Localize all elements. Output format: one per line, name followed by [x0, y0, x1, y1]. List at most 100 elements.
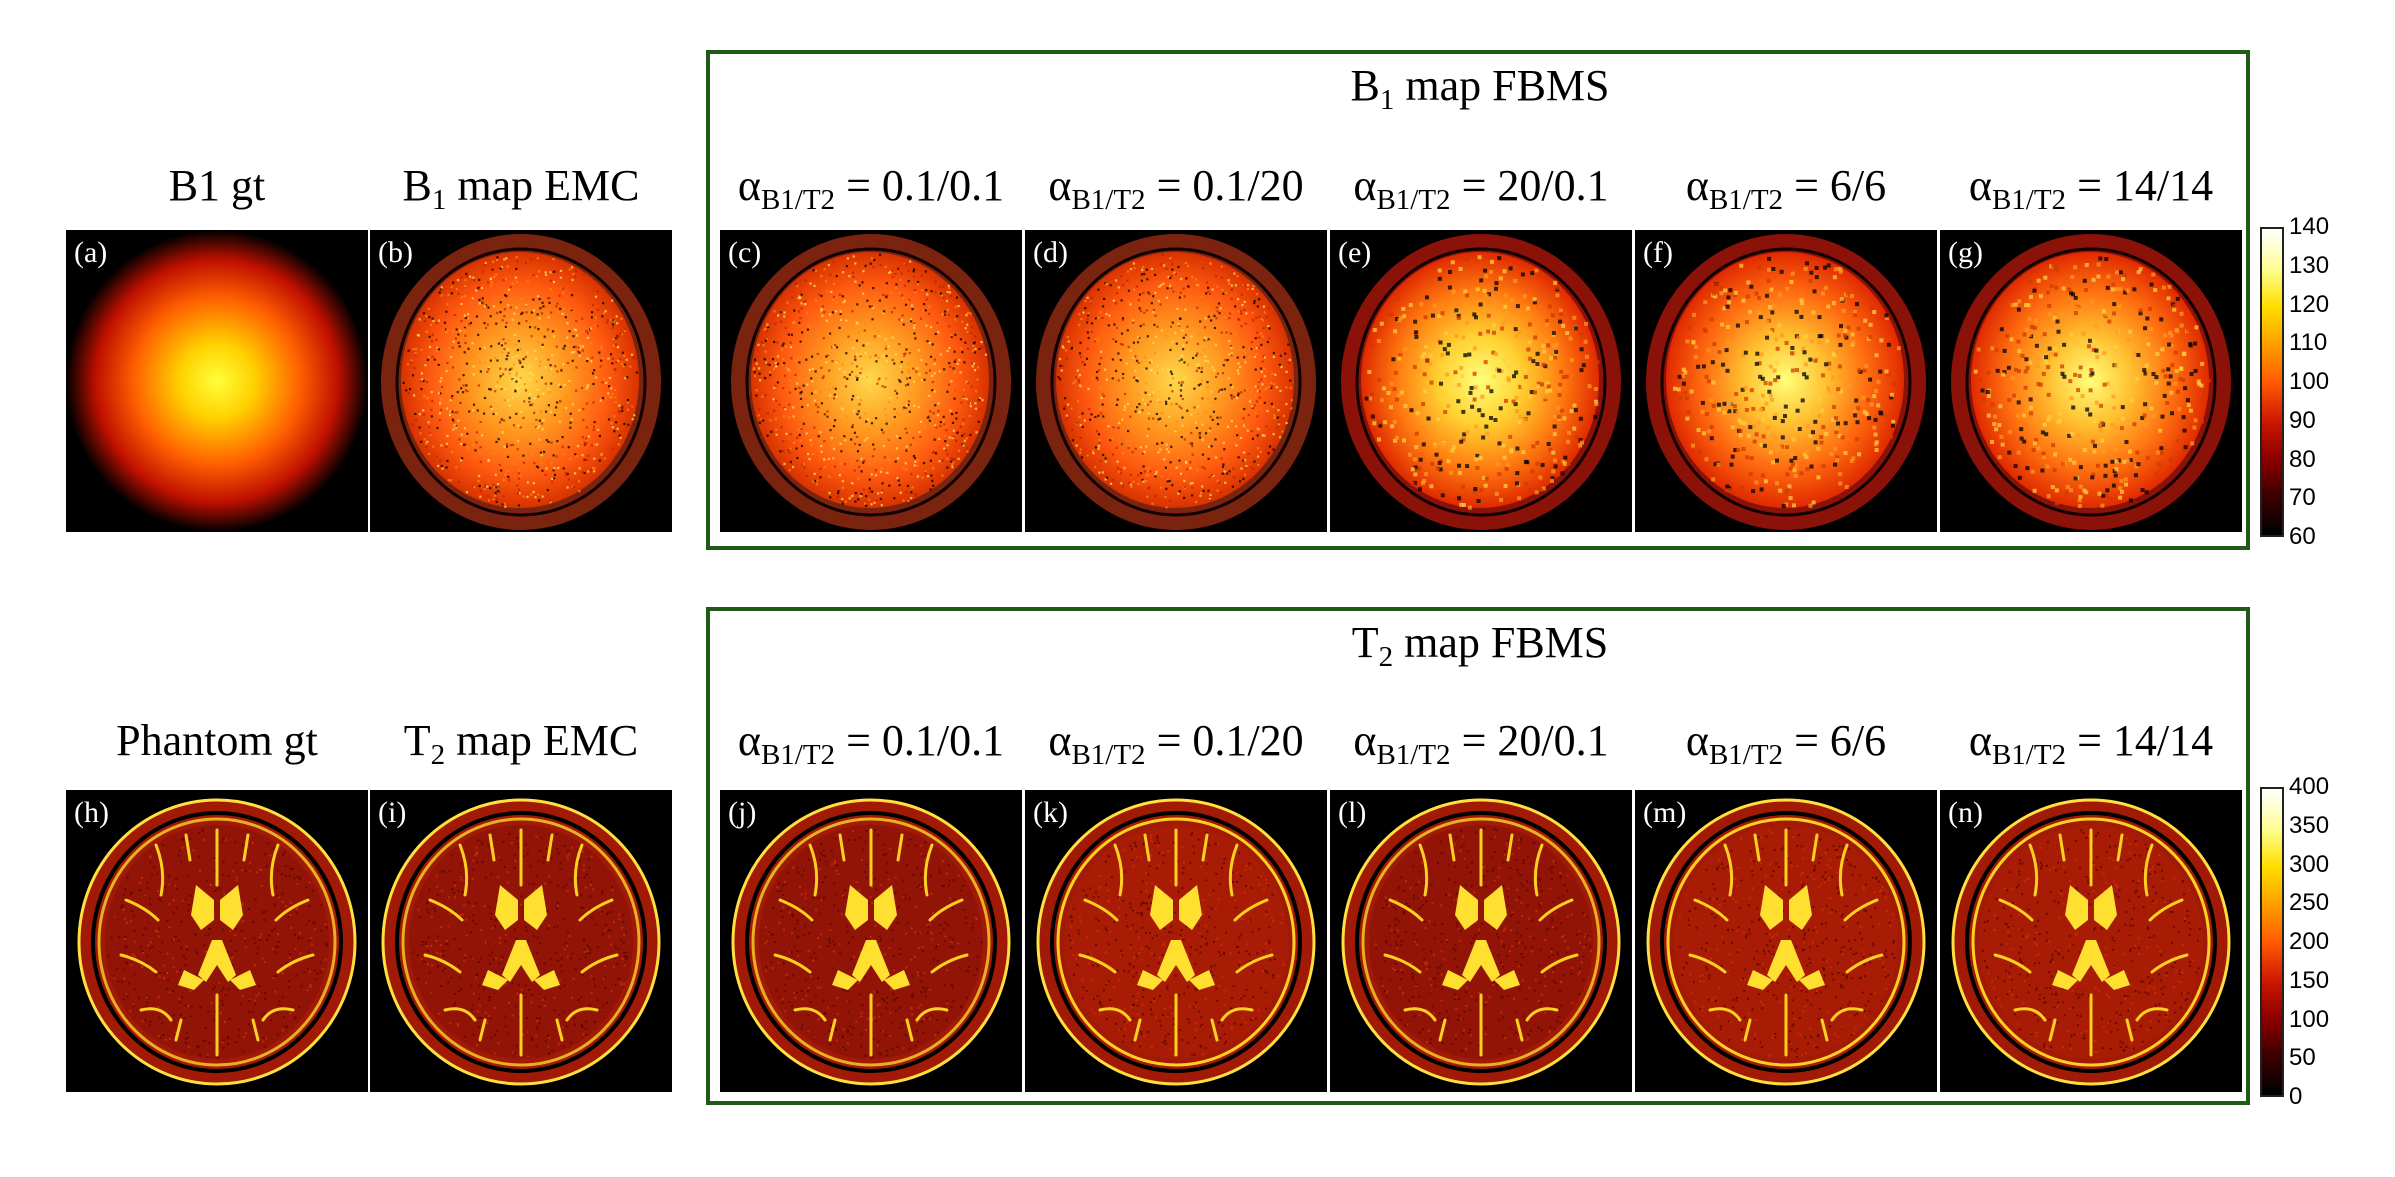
scalp-outline [77, 798, 357, 1086]
ventricles [832, 885, 910, 990]
skull-dark-ring [91, 811, 343, 1073]
csf-ring [1971, 817, 2211, 1067]
sulci [773, 828, 969, 1057]
skull-edge [1660, 247, 1912, 517]
panel-label: (c) [728, 236, 762, 269]
colorbar-tick-label: 60 [2289, 523, 2316, 550]
panel-label: (f) [1643, 236, 1673, 269]
colorbar-tick-label: 100 [2289, 368, 2330, 395]
t2-map-panel: (j) [720, 790, 1022, 1092]
colorbar-tick-label: 300 [2289, 850, 2330, 878]
skull-edge [395, 247, 647, 517]
scalp-outline [381, 798, 661, 1086]
brain-region [1056, 252, 1294, 508]
ventricles [1137, 885, 1215, 990]
csf-ring [751, 817, 991, 1067]
panel-label: (d) [1033, 236, 1068, 269]
colorbar-tick-label: 90 [2289, 406, 2316, 434]
sulci [119, 828, 315, 1057]
scalp-outline [1951, 798, 2231, 1086]
skull-edge [1050, 247, 1302, 517]
colorbar-tick-label: 350 [2289, 811, 2330, 839]
b1-map-panel: (f) [1635, 230, 1937, 532]
column-title: αB1/T2 = 20/0.1 [1353, 161, 1609, 216]
b1-ground-truth-field [66, 230, 368, 532]
b1-map-panel: (a) [66, 230, 368, 532]
panel-label: (l) [1338, 796, 1367, 829]
t2-map-panel: (i) [370, 790, 672, 1092]
column-title: αB1/T2 = 0.1/0.1 [737, 716, 1005, 771]
colorbar-tick-label: 150 [2289, 966, 2330, 994]
t2-map-panel: (n) [1940, 790, 2242, 1092]
column-title: αB1/T2 = 6/6 [1685, 161, 1887, 216]
column-title: αB1/T2 = 14/14 [1968, 161, 2214, 216]
sulci [1993, 828, 2189, 1057]
panel-label: (g) [1948, 236, 1983, 269]
b1-colorbar [2260, 227, 2284, 537]
column-title: αB1/T2 = 6/6 [1685, 716, 1887, 771]
csf-ring [1056, 817, 1296, 1067]
scalp-outline [1036, 798, 1316, 1086]
noise-speckle [1364, 255, 1600, 510]
t2-map-panel: (l) [1330, 790, 1632, 1092]
scalp-outline [731, 798, 1011, 1086]
t2-fbms-frame [706, 607, 2250, 1105]
colorbar-tick-label: 120 [2289, 290, 2330, 318]
brain-region [1971, 252, 2209, 508]
skull-dark-ring [1965, 811, 2217, 1073]
column-title: B1 map EMC [402, 161, 640, 216]
column-title: αB1/T2 = 14/14 [1968, 716, 2214, 771]
colorbar-tick-label: 100 [2289, 1005, 2330, 1033]
t2-colorbar [2260, 787, 2284, 1097]
csf-ring [97, 817, 337, 1067]
skull-dark-ring [1660, 811, 1912, 1073]
brain-region [1361, 252, 1599, 508]
column-title: αB1/T2 = 20/0.1 [1353, 716, 1609, 771]
sulci [1688, 828, 1884, 1057]
colorbar-tick-label: 70 [2289, 484, 2316, 512]
panel-label: (k) [1033, 796, 1068, 829]
b1-map-panel: (c) [720, 230, 1022, 532]
colorbar-tick-label: 200 [2289, 928, 2330, 955]
csf-ring [401, 817, 641, 1067]
tissue-texture [764, 829, 983, 1059]
sulci [423, 828, 619, 1057]
colorbar-tick-label: 80 [2289, 445, 2316, 473]
colorbar-tick-label: 400 [2289, 773, 2330, 800]
skull-dark-ring [395, 811, 647, 1073]
panel-label: (i) [378, 796, 407, 829]
colorbar-tick-label: 140 [2289, 213, 2330, 240]
t2-map-panel: (h) [66, 790, 368, 1092]
column-title: T2 map EMC [403, 716, 639, 771]
skull-edge [745, 247, 997, 517]
skull-dark-ring [745, 811, 997, 1073]
b1-map-panel: (g) [1940, 230, 2242, 532]
colorbar-tick-label: 50 [2289, 1044, 2316, 1072]
noise-speckle [1973, 256, 2212, 508]
t2-map-panel: (k) [1025, 790, 1327, 1092]
colorbar-tick-label: 250 [2289, 889, 2330, 917]
sulci [1383, 828, 1579, 1057]
sulci [1078, 828, 1274, 1057]
scalp-outline [1646, 798, 1926, 1086]
b1-map-panel: (b) [370, 230, 672, 532]
column-title: αB1/T2 = 0.1/20 [1048, 161, 1304, 216]
noise-speckle [1672, 256, 1901, 508]
panel-label: (b) [378, 236, 413, 269]
scalp-outline [1341, 798, 1621, 1086]
csf-ring [1361, 817, 1601, 1067]
column-title: B1 gt [168, 161, 266, 210]
noise-speckle [1057, 253, 1293, 509]
skull-edge [1965, 247, 2217, 517]
b1-map-panel: (e) [1330, 230, 1632, 532]
tissue-texture [1068, 831, 1285, 1057]
noise-speckle [402, 256, 638, 508]
column-title: Phantom gt [116, 716, 318, 765]
colorbar-tick-label: 0 [2289, 1083, 2303, 1110]
column-title: αB1/T2 = 0.1/0.1 [737, 161, 1005, 216]
tissue-texture [1678, 827, 1896, 1059]
colorbar-tick-label: 130 [2289, 251, 2330, 279]
ventricles [1747, 885, 1825, 990]
panel-label: (j) [728, 796, 757, 829]
ventricles [178, 885, 256, 990]
